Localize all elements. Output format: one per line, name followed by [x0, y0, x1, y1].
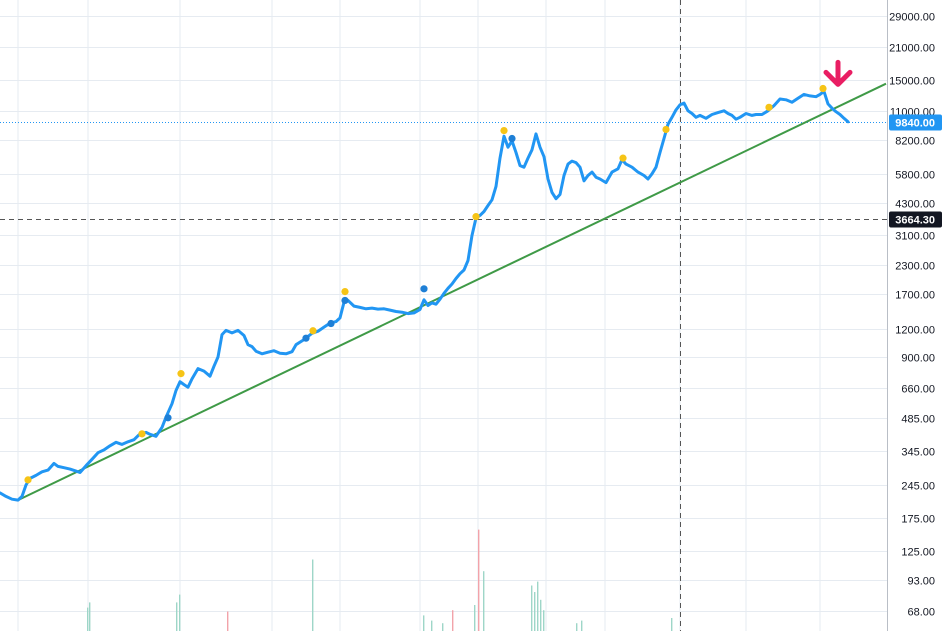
- price-tick-label: 68.00: [907, 607, 935, 619]
- buy-signal-marker: [24, 476, 32, 484]
- current-price-tag-bg: [889, 114, 942, 131]
- volume-bar: [483, 571, 485, 631]
- buy-signal-marker: [819, 84, 827, 93]
- volume-bar: [431, 620, 433, 631]
- buy-signal-marker: [341, 288, 349, 296]
- sell-signal-marker: [341, 296, 349, 305]
- price-tick-label: 125.00: [901, 547, 935, 559]
- buy-signal-marker: [619, 154, 627, 162]
- signal-markers: [24, 84, 827, 484]
- horizontal-gridlines: [0, 16, 887, 612]
- buy-signal-marker: [138, 430, 146, 438]
- price-tick-label: 660.00: [901, 384, 935, 396]
- volume-bar: [179, 594, 181, 631]
- buy-signal-marker: [500, 126, 508, 135]
- volume-bar: [89, 602, 91, 631]
- price-tick-label: 29000.00: [889, 12, 935, 24]
- trend-line[interactable]: [17, 82, 887, 502]
- volume-bar: [543, 610, 545, 631]
- sell-signal-marker: [164, 414, 172, 422]
- price-tick-label: 175.00: [901, 514, 935, 526]
- buy-signal-marker: [472, 213, 480, 221]
- price-line: [0, 89, 850, 502]
- volume-bars: [87, 529, 673, 631]
- price-tick-label: 345.00: [901, 447, 935, 459]
- price-tick-label: 900.00: [901, 353, 935, 365]
- price-tick-label: 3100.00: [895, 231, 935, 243]
- price-axis-ticks: 29000.0021000.0015000.0011000.008200.005…: [889, 12, 935, 619]
- volume-bar: [423, 615, 425, 631]
- price-tick-label: 93.00: [907, 576, 935, 588]
- sell-arrow-annotation: [823, 59, 853, 87]
- volume-bar: [474, 605, 476, 631]
- price-tick-label: 485.00: [901, 414, 935, 426]
- current-price-tag-label: 9840.00: [895, 118, 935, 130]
- volume-bar: [312, 559, 314, 631]
- vertical-gridlines: [17, 0, 821, 631]
- volume-bar: [537, 581, 539, 631]
- buy-signal-marker: [309, 327, 317, 335]
- buy-signal-marker: [662, 125, 670, 134]
- price-tick-label: 1200.00: [895, 325, 935, 337]
- price-tick-label: 1700.00: [895, 290, 935, 302]
- volume-bar: [576, 623, 578, 631]
- sell-signal-marker: [327, 319, 335, 328]
- volume-bar: [581, 620, 583, 631]
- buy-signal-marker: [177, 370, 185, 378]
- price-tick-label: 8200.00: [895, 136, 935, 148]
- price-tick-label: 15000.00: [889, 76, 935, 88]
- arrow-down-icon: [823, 59, 853, 87]
- current-price-tag: 9840.00: [889, 114, 942, 131]
- price-tick-label: 4300.00: [895, 199, 935, 211]
- volume-bar: [452, 610, 454, 631]
- crosshair-price-tag-bg: [889, 211, 942, 228]
- price-tick-label: 245.00: [901, 481, 935, 493]
- volume-bar: [478, 529, 480, 631]
- trend-line-segment: [17, 82, 887, 502]
- price-series: [0, 89, 850, 502]
- volume-bar: [176, 602, 178, 631]
- price-tick-label: 21000.00: [889, 43, 935, 55]
- volume-bar: [671, 618, 673, 631]
- volume-bar: [534, 592, 536, 631]
- sell-signal-marker: [508, 134, 516, 143]
- volume-bar: [87, 607, 89, 631]
- price-tick-label: 5800.00: [895, 170, 935, 182]
- buy-signal-marker: [765, 103, 773, 111]
- price-axis[interactable]: 29000.0021000.0015000.0011000.008200.005…: [887, 0, 943, 631]
- price-tick-label: 2300.00: [895, 261, 935, 273]
- volume-bar: [442, 623, 444, 631]
- sell-signal-marker: [302, 334, 310, 342]
- volume-bar: [227, 611, 229, 631]
- crosshair-price-tag: 3664.30: [889, 211, 942, 228]
- volume-bar: [540, 599, 542, 631]
- volume-bar: [531, 585, 533, 631]
- crosshair-price-tag-label: 3664.30: [895, 215, 935, 227]
- crosshair: [0, 0, 887, 631]
- sell-signal-marker: [420, 285, 428, 293]
